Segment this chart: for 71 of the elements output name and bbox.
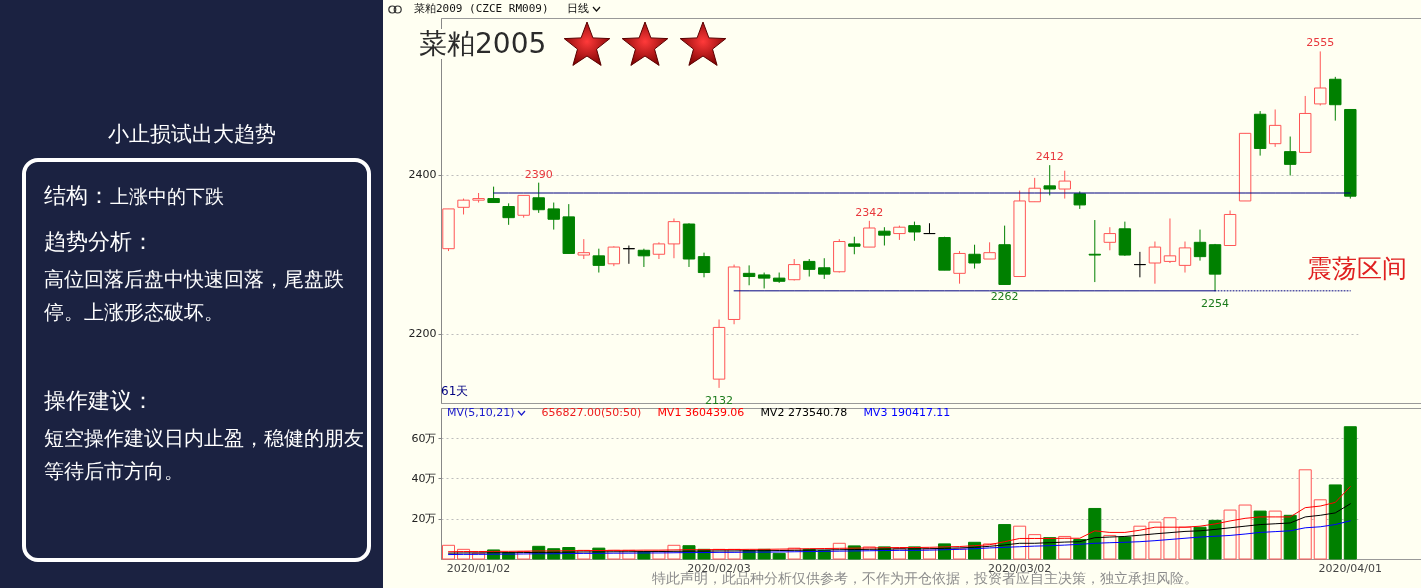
y-tick-label: 2400 <box>408 167 436 181</box>
candlestick <box>952 250 966 284</box>
candlestick <box>1163 217 1176 263</box>
candlestick <box>922 222 936 234</box>
annotation: 2390 <box>524 167 553 181</box>
candlestick <box>697 251 710 278</box>
annotation: 61天 <box>441 384 469 399</box>
candlestick <box>1193 228 1206 261</box>
chart-subtitle: 菜粕2009 (CZCE RM009) <box>414 1 549 16</box>
candlestick <box>1283 135 1296 176</box>
candlestick <box>1178 240 1191 273</box>
bar <box>772 552 786 559</box>
candlestick <box>907 220 921 241</box>
candlestick <box>817 257 830 279</box>
bar <box>1087 507 1101 559</box>
text: 操作建议： <box>44 387 155 415</box>
candlestick <box>1043 164 1056 196</box>
line-series <box>447 485 1351 552</box>
annotation: 2412 <box>1035 149 1064 163</box>
text: MV1 360439.06 <box>657 406 745 420</box>
line-series <box>447 519 1351 555</box>
annotation: 2555 <box>1305 35 1334 49</box>
bar <box>1343 425 1357 559</box>
candlestick <box>531 181 545 213</box>
y-tick-label: 20万 <box>411 511 436 525</box>
legend-title: MV(5,10,21) <box>447 406 515 420</box>
candlestick <box>742 264 755 286</box>
text: MV2 273540.78 <box>760 406 848 420</box>
annotation: 2342 <box>854 205 883 219</box>
text: 短空操作建议日内止盈，稳健的朋友等待后市方向。 <box>44 425 365 485</box>
candlestick <box>757 271 770 289</box>
annotation: 2132 <box>704 393 733 407</box>
line-series <box>447 502 1351 554</box>
chart-title: 菜粕2005 <box>417 26 549 60</box>
candlestick <box>547 201 560 230</box>
bar <box>1117 536 1131 559</box>
candlestick <box>862 219 876 248</box>
candlestick <box>1268 108 1281 147</box>
y-tick-label: 40万 <box>411 471 436 485</box>
annotation: 2254 <box>1200 296 1229 310</box>
x-tick-label: 2020/04/01 <box>1318 561 1382 574</box>
candlestick <box>1058 169 1071 199</box>
candlestick <box>501 202 515 225</box>
text: 结构： <box>44 183 110 208</box>
text: MV3 190417.11 <box>863 406 951 420</box>
candlestick <box>877 226 891 246</box>
candlestick <box>1133 250 1146 278</box>
bar <box>1253 510 1267 559</box>
candlestick <box>1148 240 1161 284</box>
text: 小止损试出大趋势 <box>106 121 277 148</box>
annotation: 656827.00(50:50) <box>541 406 642 420</box>
candlestick <box>577 238 590 260</box>
text: 高位回落后盘中快速回落，尾盘跌停。上涨形态破坏。 <box>44 266 345 326</box>
x-tick-label: 2020/03/02 <box>987 561 1051 574</box>
text: 日线 <box>566 1 589 16</box>
candlestick <box>1313 50 1326 106</box>
annotation: 震荡区间 <box>1307 254 1407 283</box>
annotation: 2262 <box>990 289 1019 303</box>
candlestick <box>1088 219 1101 283</box>
y-tick-label: 60万 <box>411 431 436 445</box>
bar <box>1328 483 1342 559</box>
candlestick <box>667 217 680 259</box>
text: 趋势分析： <box>44 228 155 256</box>
y-tick-label: 2200 <box>408 326 436 340</box>
text: 上涨中的下跌 <box>110 185 224 207</box>
candlestick <box>622 244 635 264</box>
candlestick <box>592 247 605 273</box>
candlestick <box>1103 226 1116 251</box>
x-tick-label: 2020/01/02 <box>446 561 510 574</box>
candlestick <box>967 243 981 269</box>
candlestick <box>787 258 800 281</box>
